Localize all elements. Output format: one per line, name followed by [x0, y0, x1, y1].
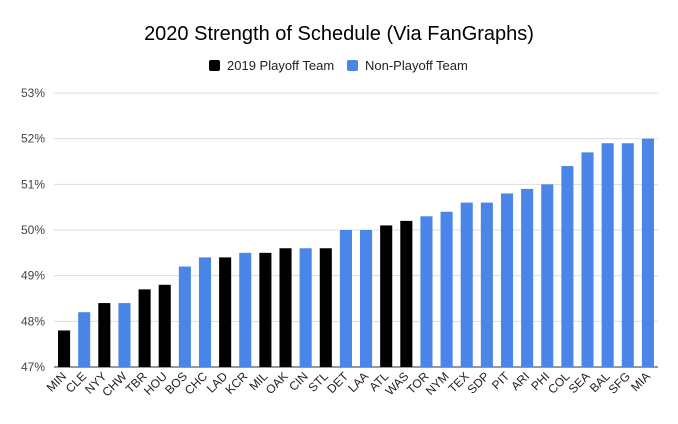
gridlines	[54, 92, 658, 368]
bar-oak	[279, 248, 292, 367]
y-tick-label: 49%	[21, 269, 45, 283]
bar-pit	[500, 193, 514, 367]
x-tick-label: CIN	[286, 369, 311, 394]
bar-det	[339, 230, 352, 367]
x-tick-label: SDP	[465, 369, 492, 396]
legend-label: 2019 Playoff Team	[227, 58, 334, 73]
bar-ari	[521, 188, 534, 367]
bar-cle	[78, 312, 91, 367]
bar-sea	[581, 152, 594, 367]
bar-nyy	[98, 303, 111, 367]
bar-chc	[198, 257, 212, 367]
bar-chw	[118, 303, 131, 367]
bar-lad	[219, 257, 232, 367]
legend-label: Non-Playoff Team	[365, 58, 468, 73]
bar-sdp	[480, 202, 493, 367]
bar-phi	[541, 184, 554, 367]
y-tick-label: 50%	[21, 223, 45, 237]
bar-mil	[259, 252, 272, 367]
bar-tor	[420, 216, 433, 367]
x-axis: MINCLENYYCHWTBRHOUBOSCHCLADKCRMILOAKCINS…	[44, 369, 653, 400]
y-tick-label: 48%	[21, 314, 45, 328]
bar-was	[400, 220, 413, 367]
bar-sfg	[621, 143, 634, 367]
x-tick-label: ARI	[508, 369, 532, 393]
bar-laa	[360, 230, 373, 367]
bar-mia	[641, 138, 654, 367]
bars	[58, 138, 654, 367]
y-tick-label: 52%	[21, 132, 45, 146]
x-tick-label: PIT	[489, 369, 513, 393]
bar-tex	[460, 202, 473, 367]
y-tick-label: 47%	[21, 360, 45, 374]
bar-min	[58, 330, 71, 367]
bar-bal	[601, 143, 614, 367]
bar-cin	[299, 248, 312, 367]
bar-hou	[158, 284, 171, 367]
y-tick-label: 53%	[21, 86, 45, 100]
x-tick-label: MIA	[628, 369, 653, 394]
legend: 2019 Playoff Team Non-Playoff Team	[209, 58, 468, 73]
legend-swatch	[209, 60, 220, 71]
legend-swatch	[347, 60, 358, 71]
bar-tbr	[138, 289, 151, 367]
y-axis: 47% 48% 49% 50% 51% 52% 53%	[21, 86, 45, 374]
bar-atl	[380, 225, 393, 367]
bar-stl	[319, 248, 332, 367]
bar-nym	[440, 211, 453, 367]
y-tick-label: 51%	[21, 177, 45, 191]
bar-kcr	[239, 252, 252, 367]
chart-title: 2020 Strength of Schedule (Via FanGraphs…	[144, 23, 534, 45]
bar-bos	[178, 266, 191, 367]
bar-col	[561, 166, 574, 367]
